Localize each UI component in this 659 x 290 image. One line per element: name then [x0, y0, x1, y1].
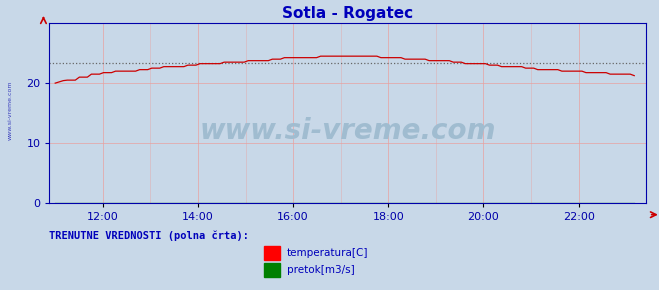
Text: www.si-vreme.com: www.si-vreme.com: [8, 80, 13, 140]
Text: temperatura[C]: temperatura[C]: [287, 248, 368, 258]
Text: TRENUTNE VREDNOSTI (polna črta):: TRENUTNE VREDNOSTI (polna črta):: [49, 231, 249, 241]
Text: www.si-vreme.com: www.si-vreme.com: [200, 117, 496, 145]
Text: pretok[m3/s]: pretok[m3/s]: [287, 265, 355, 275]
Title: Sotla - Rogatec: Sotla - Rogatec: [282, 6, 413, 21]
